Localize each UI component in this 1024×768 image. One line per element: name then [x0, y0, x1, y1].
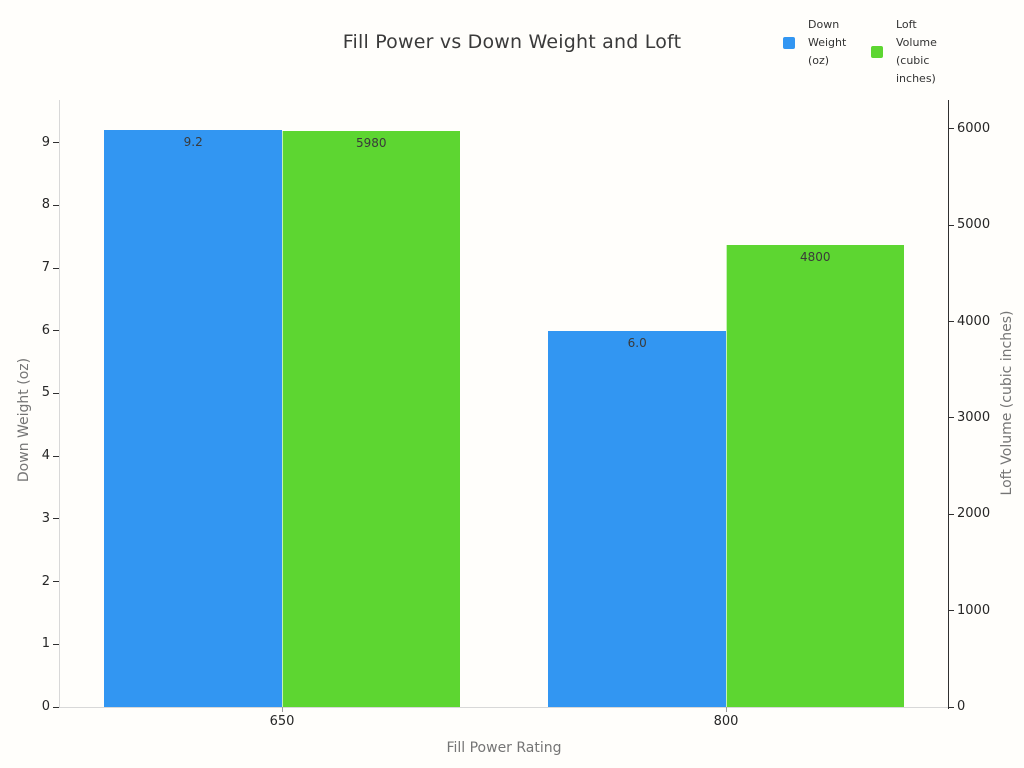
left-axis-tick-label: 1	[41, 636, 50, 652]
left-axis-tick-label: 2	[41, 573, 50, 589]
x-axis-line	[59, 707, 949, 708]
right-axis-tick-label: 5000	[957, 217, 991, 233]
bar-down-weight-650: 9.2	[104, 130, 282, 707]
right-axis-tick	[948, 321, 954, 323]
left-axis-tick	[53, 581, 59, 583]
right-axis-tick	[948, 610, 954, 612]
x-axis-title: Fill Power Rating	[446, 740, 562, 756]
right-axis-title: Loft Volume (cubic inches)	[999, 310, 1015, 496]
right-axis-tick	[948, 224, 954, 226]
right-axis-tick-label: 6000	[957, 120, 991, 136]
left-axis-tick	[53, 142, 59, 144]
x-axis-tick-label: 650	[269, 714, 295, 729]
right-axis-tick-label: 1000	[957, 602, 991, 618]
bar-loft-volume-650: 5980	[282, 130, 460, 707]
right-axis-tick	[948, 513, 954, 515]
legend-swatch-loft-volume-icon	[871, 46, 883, 58]
right-axis-tick	[948, 128, 954, 130]
legend: Down Weight (oz) Loft Volume (cubic inch…	[783, 16, 946, 88]
x-axis-tick	[281, 707, 283, 712]
left-axis-tick	[53, 518, 59, 520]
left-axis-tick	[53, 455, 59, 457]
bar-value-label-down-weight-650: 9.2	[183, 135, 203, 150]
left-axis-tick	[53, 392, 59, 394]
right-axis-tick-label: 2000	[957, 506, 991, 522]
plot-area: 0 1 2 3 4 5 6 7 8 9 0 1000 2000 3000 4000 5000 6000 650 80…	[42, 100, 990, 729]
legend-label-down-weight: Down Weight (oz)	[808, 18, 847, 67]
right-axis-tick	[948, 706, 954, 708]
left-axis-tick	[53, 330, 59, 332]
legend-swatch-down-weight-icon	[783, 37, 795, 49]
chart-title: Fill Power vs Down Weight and Loft	[342, 31, 682, 53]
left-axis-tick-label: 4	[41, 448, 50, 464]
left-axis-tick-label: 3	[41, 510, 50, 526]
bar-value-label-loft-volume-800: 4800	[800, 249, 831, 264]
right-axis-tick-label: 4000	[957, 313, 991, 329]
left-axis-tick	[53, 204, 59, 206]
bar-value-label-loft-volume-650: 5980	[356, 135, 387, 150]
left-axis-tick-label: 0	[41, 699, 50, 714]
left-axis-tick-label: 9	[41, 134, 50, 150]
left-axis-tick-label: 7	[41, 260, 50, 276]
x-axis-tick-label: 800	[713, 714, 739, 729]
left-axis-tick-label: 6	[41, 322, 50, 338]
legend-item-loft-volume: Loft Volume (cubic inches)	[871, 16, 946, 88]
right-axis-line	[948, 100, 949, 709]
left-axis-tick	[53, 643, 59, 645]
bar-value-label-down-weight-800: 6.0	[627, 335, 647, 350]
legend-label-loft-volume: Loft Volume (cubic inches)	[896, 18, 937, 85]
x-axis-tick	[725, 707, 727, 712]
bar-down-weight-800: 6.0	[548, 330, 726, 707]
legend-item-down-weight: Down Weight (oz)	[783, 16, 858, 70]
left-axis-tick	[53, 267, 59, 269]
left-axis-tick-label: 5	[41, 385, 50, 401]
left-axis-line	[59, 100, 60, 707]
left-axis-tick-label: 8	[41, 197, 50, 213]
left-axis-tick	[53, 706, 59, 708]
right-axis-tick-label: 0	[957, 699, 966, 714]
right-axis-tick	[948, 417, 954, 419]
bar-loft-volume-800: 4800	[726, 244, 904, 707]
right-axis-tick-label: 3000	[957, 409, 991, 425]
